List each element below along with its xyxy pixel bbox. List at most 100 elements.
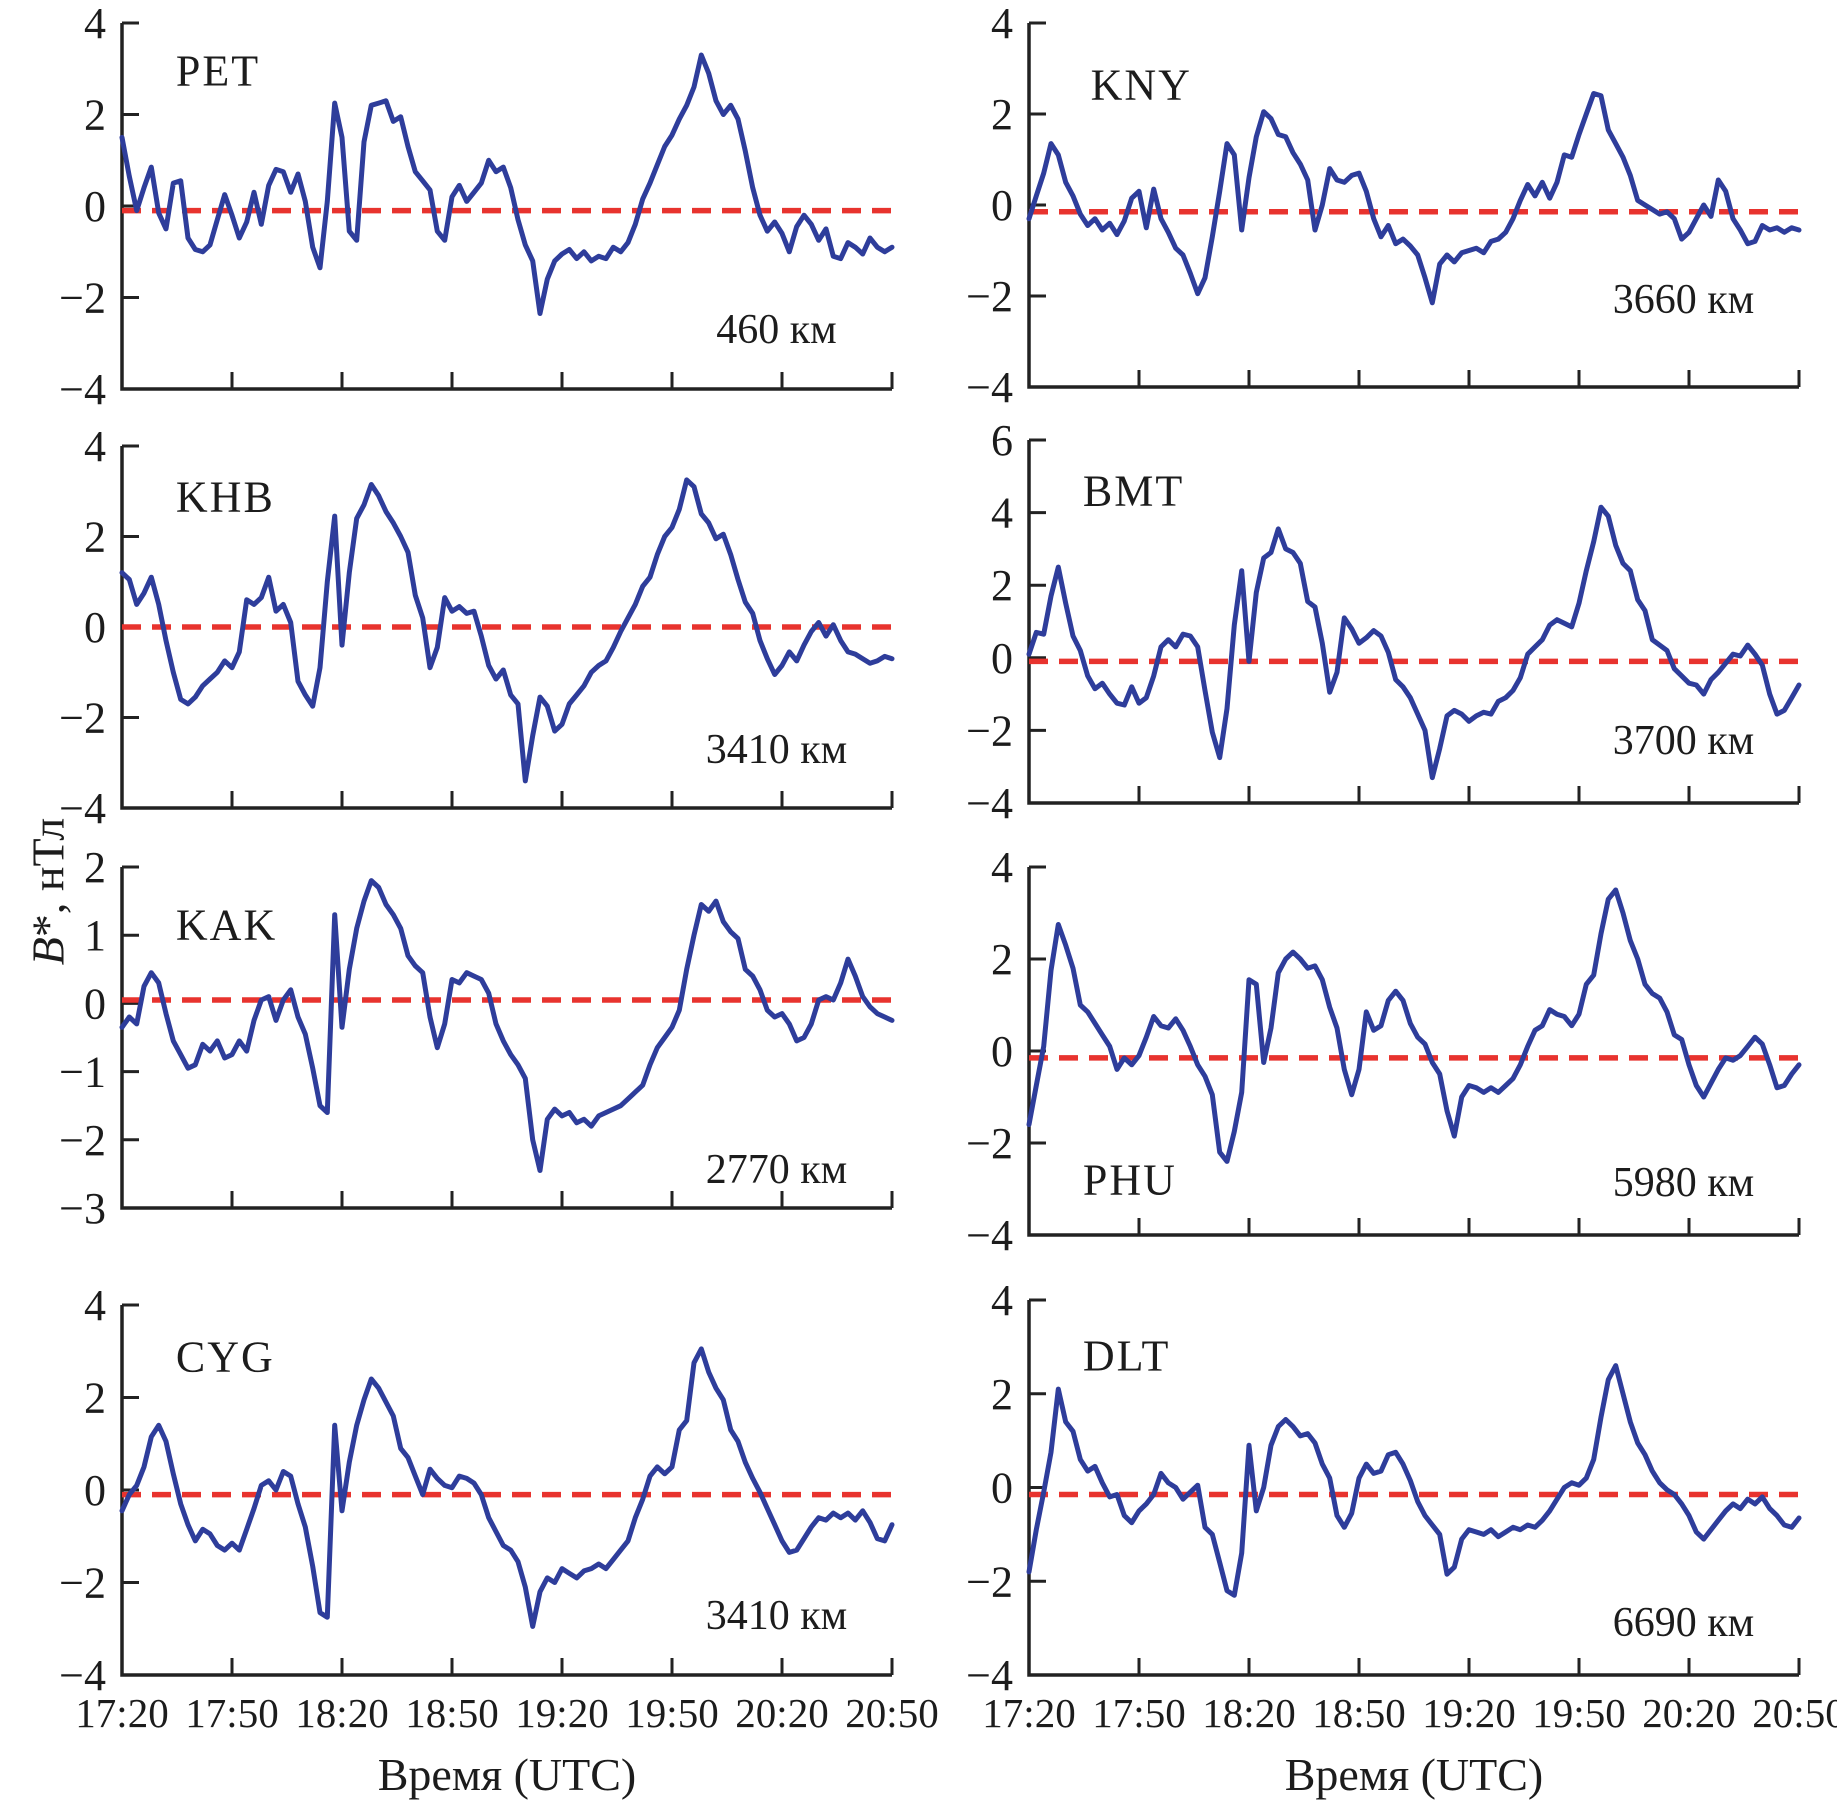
- axes: 2 1 0 −1 −2 −3: [59, 843, 894, 1233]
- y-tick-label: 2: [84, 1374, 106, 1423]
- series-line: [1026, 91, 1802, 306]
- station-label: BMT: [1082, 466, 1185, 516]
- plot-svg-phu: 4 2 0 −2 −4: [966, 843, 1802, 1260]
- y-tick-label: 6: [991, 416, 1013, 465]
- station-label: KHB: [175, 472, 275, 522]
- y-tick-label: 2: [991, 561, 1013, 610]
- y-tick-label: −2: [59, 694, 106, 743]
- y-tick-label: 4: [991, 489, 1013, 538]
- x-axis-label-right-column: Время (UTC): [1284, 1749, 1544, 1800]
- y-tick-label: −4: [59, 1651, 106, 1700]
- y-tick-label: 0: [991, 1027, 1013, 1076]
- distance-label: 2770 км: [705, 1147, 848, 1194]
- axes: 4 2 0 −2 −417:20 17:50 18:20 18:50 19:20 19:50 20:…: [59, 1281, 939, 1736]
- x-tick-label: 19:50: [625, 1690, 718, 1736]
- x-tick-label: 18:20: [295, 1690, 388, 1736]
- y-tick-label: −2: [966, 272, 1013, 321]
- x-tick-label: 18:50: [1312, 1690, 1405, 1736]
- plot-svg-cyg: 4 2 0 −2 −417:20 17:50 18:20 18:50 19:20 19:50 20:…: [59, 1281, 939, 1736]
- plot-svg-kny: 4 2 0 −2 −4: [966, 0, 1802, 412]
- series-line: [119, 52, 895, 316]
- y-tick-label: 0: [991, 1464, 1013, 1513]
- axes: 4 2 0 −2 −4: [59, 422, 894, 833]
- distance-label: 3660 км: [1612, 276, 1755, 323]
- station-label: CYG: [175, 1332, 275, 1382]
- y-tick-label: 2: [991, 935, 1013, 984]
- y-tick-label: −4: [966, 1651, 1013, 1700]
- plot-svg-pet: 4 2 0 −2 −4: [59, 0, 895, 414]
- x-tick-label: 17:20: [982, 1690, 1075, 1736]
- series-line: [1026, 504, 1802, 781]
- y-tick-label: −4: [966, 363, 1013, 412]
- series-line: [119, 878, 895, 1173]
- station-label: PET: [175, 46, 261, 96]
- y-tick-label: 4: [991, 0, 1013, 48]
- axes: 4 2 0 −2 −417:20 17:50 18:20 18:50 19:20 19:50 20:…: [966, 1276, 1837, 1736]
- x-tick-label: 20:50: [845, 1690, 938, 1736]
- axes: 4 2 0 −2 −4: [966, 0, 1801, 412]
- x-tick-label: 18:20: [1202, 1690, 1295, 1736]
- y-tick-label: −2: [59, 274, 106, 323]
- y-tick-label: 2: [84, 843, 106, 892]
- y-tick-label: 1: [84, 911, 106, 960]
- y-tick-label: 2: [991, 90, 1013, 139]
- y-tick-label: 0: [84, 979, 106, 1028]
- y-tick-label: 4: [991, 1276, 1013, 1325]
- x-tick-label: 20:20: [735, 1690, 828, 1736]
- y-tick-label: −2: [966, 706, 1013, 755]
- x-tick-label: 19:50: [1532, 1690, 1625, 1736]
- y-tick-label: −2: [59, 1116, 106, 1165]
- x-tick-label: 17:20: [75, 1690, 168, 1736]
- station-label: DLT: [1082, 1331, 1171, 1381]
- y-tick-label: 2: [84, 513, 106, 562]
- y-tick-label: 4: [84, 1281, 106, 1330]
- plot-svg-dlt: 4 2 0 −2 −417:20 17:50 18:20 18:50 19:20 19:50 20:…: [966, 1276, 1837, 1736]
- series-line: [1026, 887, 1802, 1164]
- y-tick-label: −2: [966, 1557, 1013, 1606]
- series-line: [119, 477, 895, 784]
- y-tick-label: 0: [84, 182, 106, 231]
- y-tick-label: 0: [991, 181, 1013, 230]
- y-tick-label: −3: [59, 1184, 106, 1233]
- station-label: KAK: [175, 900, 278, 950]
- y-tick-label: −2: [966, 1119, 1013, 1168]
- distance-label: 3410 км: [705, 727, 848, 774]
- y-tick-label: −4: [59, 365, 106, 414]
- y-tick-label: 4: [991, 843, 1013, 892]
- y-tick-label: 4: [84, 422, 106, 471]
- x-tick-label: 19:20: [1422, 1690, 1515, 1736]
- y-tick-label: −2: [59, 1559, 106, 1608]
- y-tick-label: 0: [84, 1466, 106, 1515]
- x-tick-label: 17:50: [185, 1690, 278, 1736]
- x-tick-label: 18:50: [405, 1690, 498, 1736]
- axes: 4 2 0 −2 −4: [966, 843, 1801, 1260]
- y-tick-label: 2: [84, 91, 106, 140]
- series-line: [1026, 1363, 1802, 1598]
- x-tick-label: 17:50: [1092, 1690, 1185, 1736]
- plot-svg-bmt: 6 4 2 0 −2 −4: [966, 416, 1802, 828]
- distance-label: 3700 км: [1612, 718, 1755, 765]
- distance-label: 460 км: [716, 307, 837, 354]
- x-tick-label: 20:20: [1642, 1690, 1735, 1736]
- y-tick-label: 0: [84, 603, 106, 652]
- x-tick-label: 19:20: [515, 1690, 608, 1736]
- axes: 6 4 2 0 −2 −4: [966, 416, 1801, 828]
- y-tick-label: 0: [991, 634, 1013, 683]
- x-tick-label: 20:50: [1752, 1690, 1837, 1736]
- station-label: PHU: [1082, 1155, 1177, 1205]
- y-tick-label: −4: [966, 779, 1013, 828]
- y-tick-label: 2: [991, 1370, 1013, 1419]
- distance-label: 6690 км: [1612, 1599, 1755, 1646]
- y-tick-label: −4: [59, 784, 106, 833]
- x-axis-label-left-column: Время (UTC): [377, 1749, 637, 1800]
- y-tick-label: 4: [84, 0, 106, 48]
- plot-svg-khb: 4 2 0 −2 −4: [59, 422, 895, 833]
- station-label: KNY: [1090, 60, 1192, 110]
- distance-label: 5980 км: [1612, 1160, 1755, 1207]
- plot-svg-kak: 2 1 0 −1 −2 −3: [59, 843, 895, 1233]
- y-tick-label: −4: [966, 1211, 1013, 1260]
- axes: 4 2 0 −2 −4: [59, 0, 894, 414]
- distance-label: 3410 км: [705, 1592, 848, 1639]
- series-line: [119, 1346, 895, 1629]
